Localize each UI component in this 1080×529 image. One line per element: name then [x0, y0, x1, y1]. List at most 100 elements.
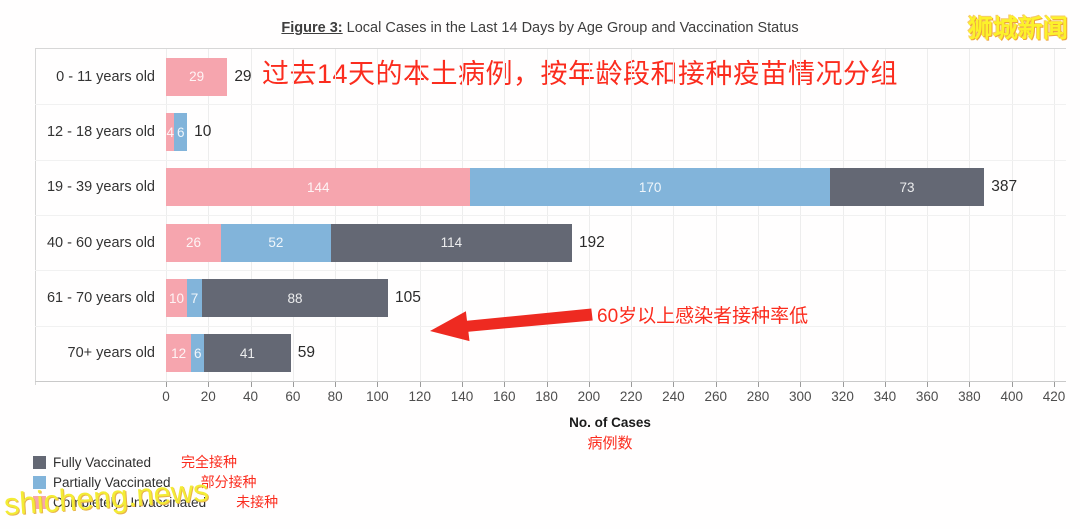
legend-label-chinese: 未接种 [236, 494, 279, 510]
tick-mark [546, 382, 548, 387]
tick-mark [715, 382, 717, 387]
tick-mark [377, 382, 379, 387]
row-separator [35, 215, 1066, 216]
y-axis-category-label: 12 - 18 years old [46, 124, 155, 140]
bar-segment-value: 4 [166, 124, 174, 140]
y-axis-category-label: 70+ years old [67, 345, 155, 362]
legend: Fully Vaccinated 完全接种 Partially Vaccinated… [33, 452, 278, 512]
tick-mark [800, 382, 802, 387]
tick-label: 120 [408, 389, 431, 404]
y-axis-category-label: 19 - 39 years old [46, 179, 155, 196]
chinese-heading-annotation: 过去14天的本土病例，按年龄段和接种疫苗情况分组 [262, 59, 899, 89]
bar-segment: 52 [220, 223, 331, 262]
bar-segment-value: 12 [171, 345, 187, 361]
bar-segment-value: 26 [185, 235, 201, 251]
x-axis-title-chinese: 病例数 [587, 435, 633, 452]
bar-segment-value: 114 [440, 235, 463, 251]
bar-segment: 4 [166, 113, 175, 151]
bar-segment-value: 6 [193, 345, 202, 361]
bar-total-label: 192 [578, 233, 605, 251]
tick-label: 40 [243, 389, 259, 404]
tick-label: 80 [327, 389, 343, 404]
arrow-note-chinese: 60岁以上感染者接种率低 [597, 306, 809, 327]
tick-mark [927, 382, 929, 387]
bar-segment: 73 [829, 168, 985, 207]
tick-mark [1011, 382, 1013, 387]
bar-segment: 29 [166, 57, 228, 96]
legend-item: Fully Vaccinated 完全接种 [33, 452, 278, 472]
legend-label: Fully Vaccinated [53, 454, 152, 470]
bar-segment: 88 [201, 279, 388, 317]
x-axis-title: No. of Cases [569, 415, 651, 430]
tick-label: 420 [1042, 389, 1066, 404]
tick-mark [462, 382, 463, 387]
bar-segment: 6 [191, 334, 205, 373]
tick-mark [758, 382, 759, 387]
bar-segment-value: 52 [268, 235, 284, 251]
row-separator [35, 325, 1066, 327]
row-separator [35, 104, 1066, 106]
bar-segment-value: 170 [638, 179, 662, 195]
tick-mark [1054, 382, 1055, 387]
tick-label: 140 [450, 389, 474, 404]
tick-label: 160 [493, 389, 516, 404]
bar-total-label: 59 [297, 344, 315, 362]
tick-label: 60 [285, 389, 301, 404]
tick-label: 300 [789, 389, 812, 404]
bar-segment-value: 7 [190, 290, 199, 306]
bar-segment-value: 10 [169, 290, 185, 306]
tick-label: 360 [915, 389, 939, 404]
y-axis-category-label: 61 - 70 years old [46, 290, 155, 306]
tick-label: 220 [619, 389, 643, 404]
x-axis-line [35, 381, 1066, 382]
bar-total-label: 387 [991, 178, 1018, 196]
bar-segment-value: 88 [287, 290, 303, 306]
row-separator [35, 270, 1066, 272]
bar-segment: 26 [166, 223, 221, 262]
tick-label: 180 [535, 389, 558, 404]
bar-segment-value: 41 [239, 345, 255, 361]
legend-item: Completely Unvaccinated 未接种 [33, 492, 278, 512]
figure-title: Figure 3: Local Cases in the Last 14 Day… [0, 20, 1080, 36]
legend-label-chinese: 部分接种 [200, 474, 257, 490]
bar-segment: 10 [166, 279, 188, 317]
legend-swatch [33, 475, 46, 489]
bar-total-label: 29 [234, 67, 252, 85]
tick-label: 260 [704, 389, 727, 404]
y-axis-category-label: 0 - 11 years old [56, 68, 155, 85]
bar-segment: 6 [174, 113, 188, 151]
tick-mark [842, 382, 844, 387]
tick-label: 20 [200, 389, 216, 404]
bar-total-label: 10 [194, 123, 212, 140]
chart-panel-top-border [35, 48, 1066, 49]
tick-mark [504, 382, 506, 387]
bar-segment: 12 [166, 334, 192, 373]
tick-mark [588, 382, 590, 387]
legend-label: Partially Vaccinated [53, 474, 171, 490]
bar-segment-value: 29 [189, 69, 205, 85]
legend-swatch [33, 495, 46, 509]
tick-mark [292, 382, 294, 387]
y-axis-category-label: 40 - 60 years old [46, 234, 155, 251]
tick-label: 280 [746, 389, 770, 404]
chart-panel-left-border [35, 48, 36, 385]
bar-total-label: 105 [395, 289, 421, 306]
tick-label: 380 [958, 389, 981, 404]
tick-mark [673, 382, 675, 387]
watermark-top-right: 狮城新闻 [967, 15, 1068, 43]
bar-segment: 114 [330, 223, 572, 262]
tick-label: 200 [577, 389, 601, 404]
tick-label: 320 [831, 389, 854, 404]
tick-label: 340 [873, 389, 897, 404]
figure-title-text: Local Cases in the Last 14 Days by Age G… [342, 20, 799, 36]
tick-label: 0 [162, 389, 170, 404]
bar-segment: 170 [470, 168, 830, 207]
tick-mark [166, 382, 167, 387]
tick-mark [884, 382, 886, 387]
tick-label: 100 [366, 389, 389, 404]
bar-segment-value: 73 [899, 179, 915, 195]
tick-mark [250, 382, 252, 387]
legend-label: Completely Unvaccinated [53, 494, 207, 510]
legend-swatch [33, 455, 46, 469]
